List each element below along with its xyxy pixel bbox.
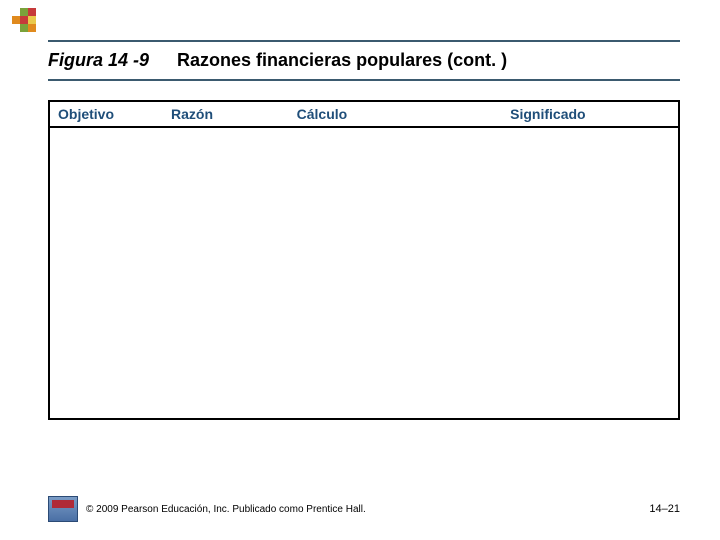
- title-rule-top: [48, 40, 680, 42]
- logo-square: [28, 16, 36, 24]
- figure-title: Razones financieras populares (cont. ): [177, 50, 507, 71]
- copyright-text: © 2009 Pearson Educación, Inc. Publicado…: [86, 504, 366, 515]
- figure-label: Figura 14 -9: [48, 50, 149, 71]
- slide-footer: © 2009 Pearson Educación, Inc. Publicado…: [48, 496, 680, 522]
- logo-square: [20, 8, 28, 16]
- logo-square: [20, 24, 28, 32]
- table-header-row: ObjetivoRazónCálculoSignificado: [50, 102, 678, 128]
- logo-square: [20, 16, 28, 24]
- slide-title-block: Figura 14 -9 Razones financieras popular…: [48, 40, 680, 81]
- ratios-table: ObjetivoRazónCálculoSignificado: [48, 100, 680, 420]
- page-number: 14–21: [649, 503, 680, 515]
- table-column-header: Razón: [163, 106, 289, 122]
- table-column-header: Objetivo: [50, 106, 163, 122]
- corner-logo: [12, 8, 44, 40]
- pearson-logo: [48, 496, 78, 522]
- table-column-header: Significado: [502, 106, 678, 122]
- title-rule-bottom: [48, 79, 680, 81]
- logo-square: [12, 16, 20, 24]
- logo-square: [28, 8, 36, 16]
- table-column-header: Cálculo: [289, 106, 503, 122]
- logo-square: [28, 24, 36, 32]
